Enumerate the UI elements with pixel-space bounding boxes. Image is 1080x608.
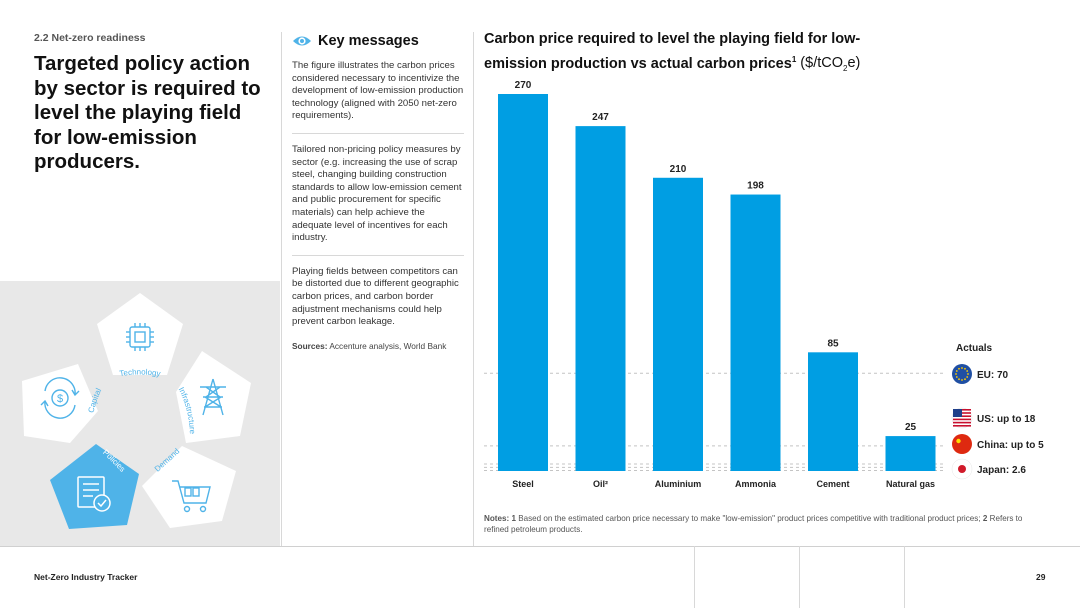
actuals-label: Japan: 2.6 [977,465,1026,476]
category-label: Steel [512,479,534,489]
category-label: Ammonia [735,479,777,489]
key-message-paragraph: Tailored non-pricing policy measures by … [292,144,464,256]
bar [730,194,781,472]
section-label: 2.2 Net-zero readiness [34,32,146,44]
pentagon-capital [22,364,98,443]
note-text-2: Refers to refined petroleum products. [484,514,1023,534]
chart-title-line-2: emission production vs actual carbon pri… [484,50,884,79]
eu-star [958,367,960,370]
us-stripe [953,421,971,424]
sources-text: Accenture analysis, World Bank [329,340,447,351]
key-message-paragraph: Playing fields between competitors can b… [292,265,459,328]
eu-star [955,370,958,372]
chart-title-line-1: Carbon price required to level the playi… [484,31,861,47]
data-label: 85 [827,338,839,349]
china-flag-icon [952,434,972,454]
footer-title: Net-Zero Industry Tracker [34,572,138,582]
actuals-label: US: up to 18 [977,414,1036,425]
pentagon-technology [97,293,183,375]
chart-title-footnote: 1 [791,54,797,64]
china-star [956,438,961,444]
column-divider-left [281,32,282,546]
key-message-paragraph: The figure illustrates the carbon prices… [292,60,464,134]
chart-unit-suffix: e) [847,55,861,72]
data-label: 210 [670,164,687,175]
eu-star [961,379,963,381]
data-label: 270 [515,80,532,91]
pentagon-policies [50,444,139,529]
column-divider-right [473,32,474,546]
bar [885,436,936,471]
page-headline: Targeted policy action by sector is requ… [34,52,261,173]
footer-divider [0,546,1080,547]
eu-star [961,367,963,369]
svg-text:$: $ [57,393,63,405]
chart-notes: Notes: 1 Based on the estimated carbon p… [484,513,1044,535]
data-label: 198 [747,181,764,192]
note-number-1: 1 [511,514,516,523]
chart-unit-prefix: ($/tCO [800,55,843,72]
actuals-label: EU: 70 [977,370,1009,381]
pillar-label-technology: Technology [119,367,161,378]
page-number: 29 [1036,572,1046,582]
key-messages-title: Key messages [318,33,419,49]
sources-label: Sources: [292,340,328,351]
chart-title-text: emission production vs actual carbon pri… [484,55,792,72]
category-label: Oil² [593,479,608,489]
category-label: Cement [816,479,849,489]
us-stripe [953,418,971,421]
eu-star [966,376,969,378]
note-text-1: Based on the estimated carbon price nece… [518,514,981,523]
chart-title: Carbon price required to level the playi… [484,30,884,79]
key-messages-panel: Key messages The figure illustrates the … [292,32,464,351]
chart-unit: ($/tCO2e) [800,55,861,74]
japan-disc [958,465,966,473]
eu-flag-icon [952,364,972,384]
data-label: 25 [905,422,917,433]
pillars-illustration: $ Technology Infrastructure Demand Polic… [22,293,251,529]
eu-star [958,378,960,381]
us-stripe [953,425,971,427]
bar [653,177,703,471]
power-pylon-icon [200,378,226,416]
notes-label: Notes: [484,514,510,523]
category-label: Natural gas [886,479,935,489]
footer-divider [694,546,695,608]
us-canton [953,409,962,417]
bar [808,352,858,471]
footer-divider [799,546,800,608]
bar [498,94,548,471]
chip-icon [126,323,154,351]
shopping-cart-icon [172,480,211,513]
eu-star [966,370,969,372]
sources-line: Sources: Accenture analysis, World Bank [292,341,464,351]
eu-star [964,367,966,370]
note-number-2: 2 [982,514,988,523]
footer-divider [904,546,905,608]
eu-star [955,373,957,375]
data-label: 247 [592,112,609,123]
key-messages-header: Key messages [292,32,464,50]
policy-document-icon [77,476,111,512]
eu-star [964,378,966,381]
bar [575,126,626,472]
actuals-label: China: up to 5 [977,440,1044,451]
eye-icon [293,36,311,46]
chart-unit-subscript: 2 [843,64,848,74]
category-label: Aluminium [655,479,702,489]
eu-star [967,373,969,375]
dollar-cycle-icon: $ [40,377,80,419]
eu-star [955,376,958,378]
actuals-title: Actuals [956,343,993,354]
